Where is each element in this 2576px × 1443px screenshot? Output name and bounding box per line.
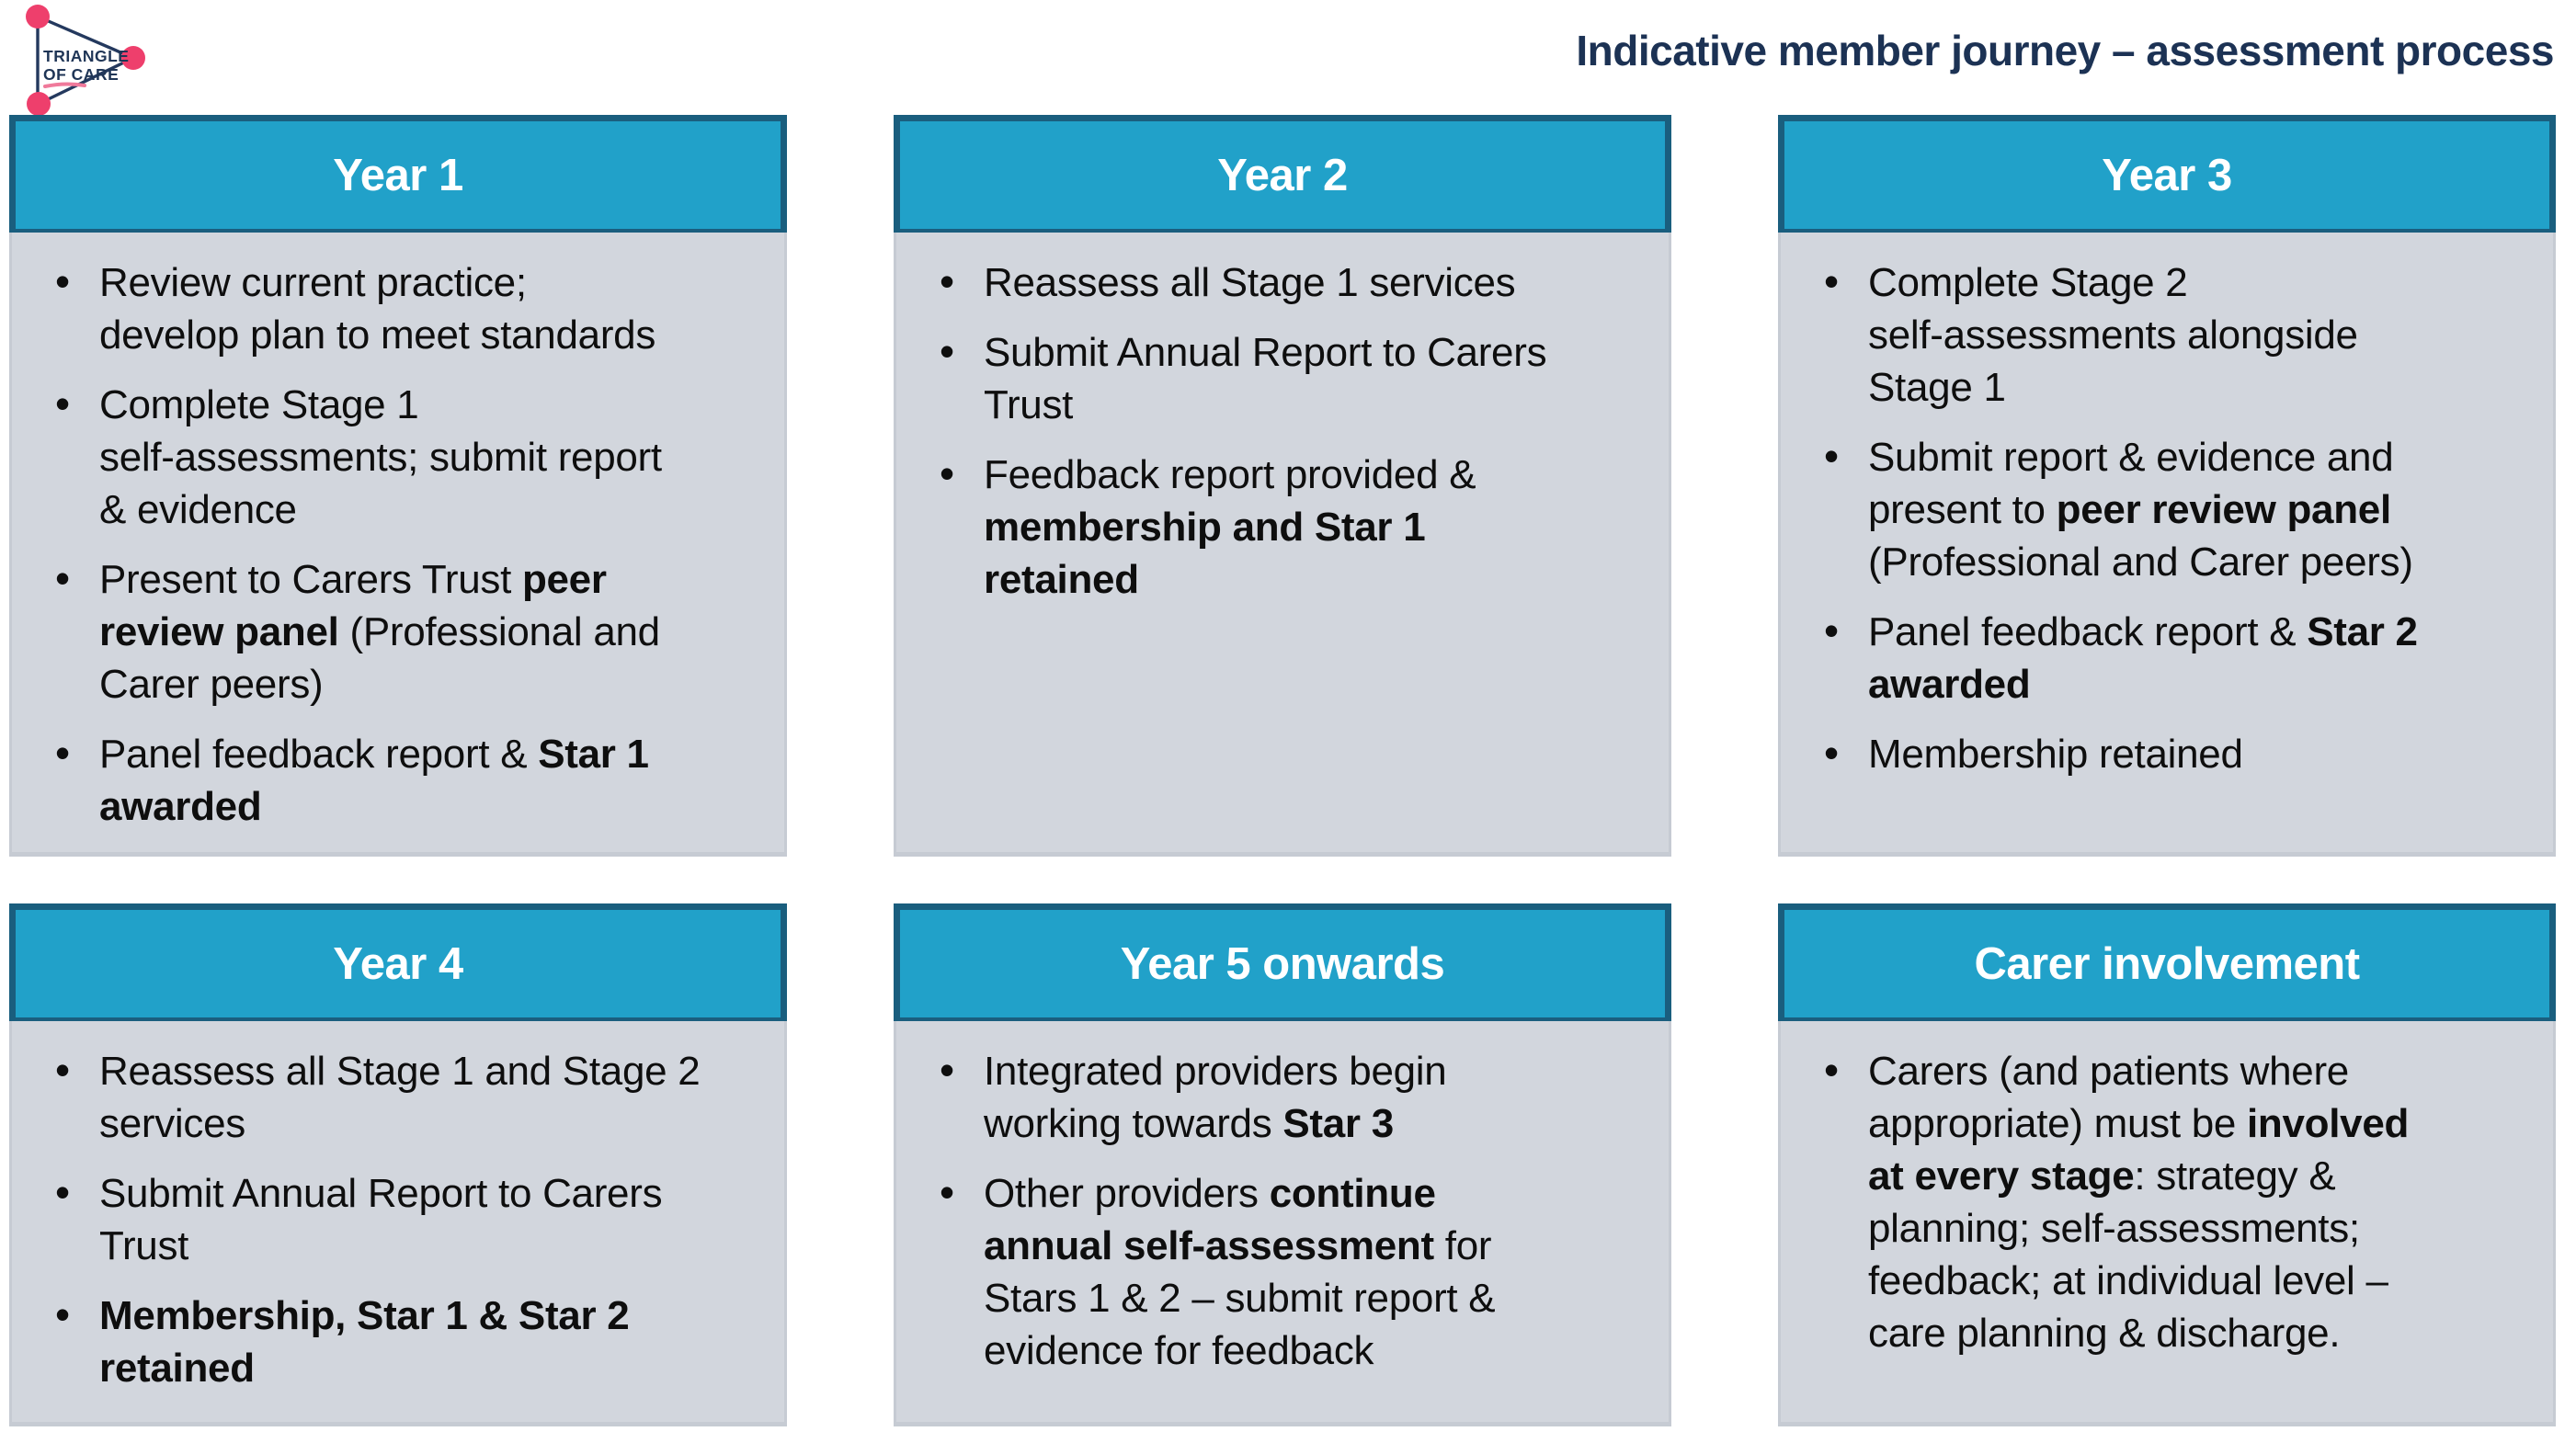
bullet-text-bold: involved at every stage (1868, 1101, 2410, 1199)
logo-vertex-dot (27, 92, 51, 116)
journey-box: Year 2 Reassess all Stage 1 services Subm… (894, 115, 1671, 857)
bullet-text: (Professional and Carer peers) (1868, 540, 2413, 585)
box-header: Carer involvement (1778, 903, 2556, 1021)
bullet-item: Review current practice; develop plan to… (53, 256, 674, 361)
bullet-text-bold: peer review panel (99, 557, 607, 654)
logo-text-line2: OF CARE (43, 65, 119, 84)
logo-vertex-dot (121, 46, 145, 70)
bullet-item: Panel feedback report & Star 2 awarded (1822, 605, 2452, 710)
bullet-item: Complete Stage 1 self-assessments; submi… (53, 378, 674, 536)
logo-text-line1: TRIANGLE (43, 47, 129, 65)
box-bullet-list: Integrated providers begin working towar… (894, 1021, 1671, 1426)
bullet-text: Carers (and patients where appropriate) … (1868, 1049, 2349, 1146)
bullet-text: Submit Annual Report to Carers Trust (99, 1171, 663, 1268)
journey-box: Year 3 Complete Stage 2 self-assessments… (1778, 115, 2556, 857)
bullet-text: for Stars 1 & 2 – submit report & eviden… (984, 1223, 1496, 1373)
box-header: Year 3 (1778, 115, 2556, 233)
bullet-text: Submit Annual Report to Carers Trust (984, 330, 1547, 427)
page-title: Indicative member journey – assessment p… (1576, 27, 2554, 74)
logo-pink-underline (43, 82, 86, 88)
box-header: Year 2 (894, 115, 1671, 233)
bullet-text: Complete Stage 2 self-assessments alongs… (1868, 260, 2358, 410)
bullet-item: Panel feedback report & Star 1 awarded (53, 727, 674, 833)
bullet-text: Panel feedback report & (99, 732, 528, 777)
bullet-item: Membership, Star 1 & Star 2 retained (53, 1289, 724, 1394)
bullet-text: Submit report & evidence and present to (1868, 435, 2394, 532)
bullet-item: Reassess all Stage 1 services (938, 256, 1567, 309)
bullet-text-bold: Star 2 awarded (1868, 609, 2418, 707)
boxes-grid: Year 1 Review current practice; develop … (9, 115, 2556, 1426)
bullet-item: Integrated providers begin working towar… (938, 1044, 1549, 1150)
journey-box: Year 4 Reassess all Stage 1 and Stage 2 … (9, 903, 787, 1426)
box-title: Year 2 (1217, 150, 1348, 200)
journey-box: Year 1 Review current practice; develop … (9, 115, 787, 857)
bullet-text: Reassess all Stage 1 and Stage 2 service… (99, 1049, 701, 1146)
box-title: Year 4 (333, 938, 463, 989)
bullet-text-bold: membership and Star 1 retained (984, 505, 1426, 602)
box-bullet-list: Reassess all Stage 1 and Stage 2 service… (9, 1021, 787, 1426)
bullet-item: Carers (and patients where appropriate) … (1822, 1044, 2438, 1359)
journey-box: Carer involvement Carers (and patients w… (1778, 903, 2556, 1426)
bullet-item: Present to Carers Trust peer review pane… (53, 552, 674, 710)
bullet-text: Reassess all Stage 1 services (984, 260, 1516, 305)
triangle-outline (36, 15, 135, 106)
bullet-text: Present to Carers Trust (99, 557, 511, 602)
box-header: Year 5 onwards (894, 903, 1671, 1021)
bullet-item: Submit Annual Report to Carers Trust (53, 1166, 724, 1272)
bullet-text-bold: Star 1 awarded (99, 732, 649, 829)
triangle-of-care-logo-graphic: TRIANGLE OF CARE (26, 5, 145, 116)
bullet-text-bold: peer review panel (2056, 487, 2392, 532)
bullet-text: Feedback report provided & (984, 452, 1476, 497)
journey-box: Year 5 onwards Integrated providers begi… (894, 903, 1671, 1426)
bullet-text: (Professional and Carer peers) (99, 609, 660, 707)
bullet-item: Reassess all Stage 1 and Stage 2 service… (53, 1044, 724, 1150)
logo-vertex-dot (26, 5, 50, 28)
bullet-text: Other providers (984, 1171, 1259, 1216)
bullet-item: Submit Annual Report to Carers Trust (938, 325, 1567, 431)
bullet-text-bold: continue annual self-assessment (984, 1171, 1436, 1268)
bullet-item: Submit report & evidence and present to … (1822, 430, 2452, 588)
bullet-item: Other providers continue annual self-ass… (938, 1166, 1549, 1377)
bullet-item: Feedback report provided & membership an… (938, 448, 1567, 606)
box-bullet-list: Review current practice; develop plan to… (9, 233, 787, 857)
box-bullet-list: Reassess all Stage 1 services Submit Annu… (894, 233, 1671, 857)
bullet-text: Membership retained (1868, 732, 2243, 777)
box-header: Year 4 (9, 903, 787, 1021)
box-title: Year 1 (333, 150, 463, 200)
triangle-of-care-logo: TRIANGLE OF CARE (13, 4, 169, 116)
box-header: Year 1 (9, 115, 787, 233)
bullet-item: Membership retained (1822, 727, 2452, 780)
bullet-text: Integrated providers begin working towar… (984, 1049, 1447, 1146)
box-bullet-list: Carers (and patients where appropriate) … (1778, 1021, 2556, 1426)
box-title: Year 5 onwards (1120, 938, 1445, 989)
box-title: Carer involvement (1974, 938, 2360, 989)
bullet-text-bold: Membership, Star 1 & Star 2 retained (99, 1293, 630, 1391)
box-title: Year 3 (2102, 150, 2232, 200)
bullet-text-bold: Star 3 (1282, 1101, 1394, 1146)
box-bullet-list: Complete Stage 2 self-assessments alongs… (1778, 233, 2556, 857)
bullet-item: Complete Stage 2 self-assessments alongs… (1822, 256, 2452, 414)
bullet-text: : strategy & planning; self-assessments;… (1868, 1153, 2388, 1356)
bullet-text: Panel feedback report & (1868, 609, 2297, 654)
bullet-text: Complete Stage 1 self-assessments; submi… (99, 382, 662, 532)
bullet-text: Review current practice; develop plan to… (99, 260, 656, 358)
